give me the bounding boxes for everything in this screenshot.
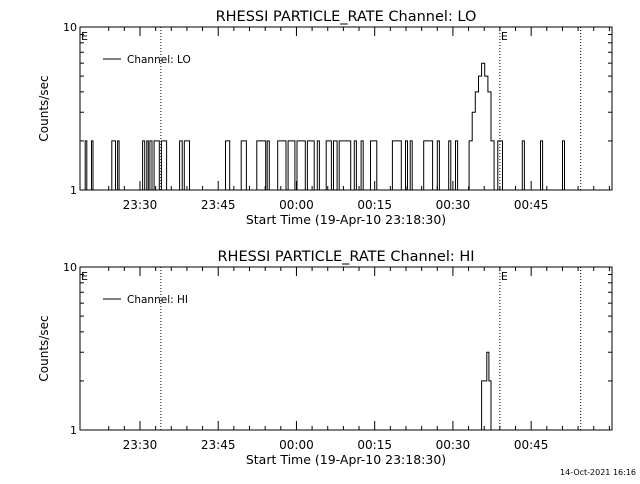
y-axis-label-lo: Counts/sec bbox=[37, 75, 51, 141]
generation-timestamp: 14-Oct-2021 16:16 bbox=[560, 468, 636, 477]
y-tick-label-hi: 1 bbox=[70, 424, 77, 437]
x-tick-label-hi: 00:15 bbox=[357, 438, 392, 452]
x-tick-label-hi: 23:30 bbox=[123, 438, 158, 452]
x-tick-label-lo: 00:00 bbox=[279, 198, 314, 212]
plot-frame-lo bbox=[79, 26, 613, 191]
x-tick-label-hi: 00:45 bbox=[514, 438, 549, 452]
x-tick-label-lo: 00:15 bbox=[357, 198, 392, 212]
x-tick-label-lo: 23:45 bbox=[201, 198, 236, 212]
chart-title-hi: RHESSI PARTICLE_RATE Channel: HI bbox=[217, 249, 474, 265]
y-tick-label-lo: 1 bbox=[70, 184, 77, 197]
x-tick-label-hi: 23:45 bbox=[201, 438, 236, 452]
event-marker-label-hi: E bbox=[81, 270, 88, 283]
event-marker-label-lo: E bbox=[501, 30, 508, 43]
y-tick-label-lo: 10 bbox=[63, 21, 77, 34]
event-marker-label-lo: E bbox=[81, 30, 88, 43]
event-marker-label-hi: E bbox=[501, 270, 508, 283]
y-axis-label-hi: Counts/sec bbox=[37, 315, 51, 381]
y-tick-label-hi: 10 bbox=[63, 261, 77, 274]
x-axis-label-lo: Start Time (19-Apr-10 23:18:30) bbox=[246, 212, 446, 227]
x-axis-label-hi: Start Time (19-Apr-10 23:18:30) bbox=[246, 452, 446, 467]
x-tick-label-lo: 23:30 bbox=[123, 198, 158, 212]
legend-entry-lo: Channel: LO bbox=[127, 54, 191, 66]
x-tick-label-hi: 00:00 bbox=[279, 438, 314, 452]
plot-frame-hi bbox=[79, 266, 613, 431]
legend-entry-hi: Channel: HI bbox=[127, 294, 188, 306]
x-tick-label-lo: 00:45 bbox=[514, 198, 549, 212]
series-line-hi bbox=[479, 351, 494, 431]
series-line-lo bbox=[80, 62, 612, 191]
x-tick-label-hi: 00:30 bbox=[436, 438, 471, 452]
x-tick-label-lo: 00:30 bbox=[436, 198, 471, 212]
chart-title-lo: RHESSI PARTICLE_RATE Channel: LO bbox=[216, 9, 477, 25]
